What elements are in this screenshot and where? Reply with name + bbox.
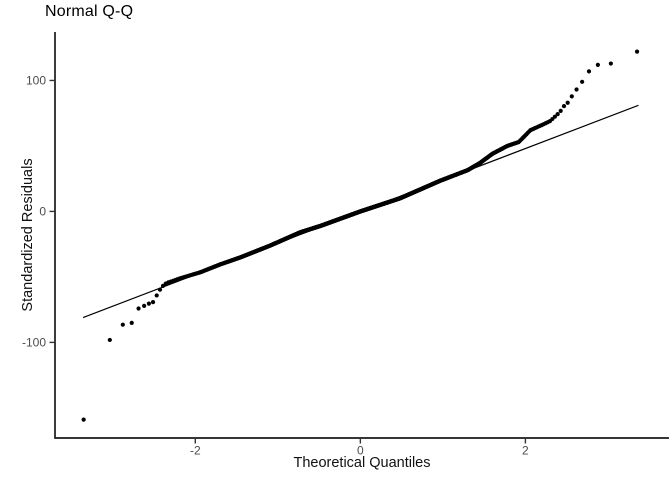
data-point — [558, 108, 563, 113]
data-point — [150, 300, 156, 305]
data-point — [580, 79, 585, 84]
data-point — [146, 301, 151, 306]
data-point — [154, 293, 159, 298]
data-point — [565, 100, 570, 105]
data-point — [608, 61, 613, 66]
x-tick-label: 2 — [522, 444, 529, 458]
data-point — [120, 322, 125, 327]
y-tick-label: 0 — [39, 204, 46, 218]
data-point — [569, 94, 574, 99]
x-axis-title: Theoretical Quantiles — [293, 455, 431, 471]
y-tick-label: -100 — [22, 335, 46, 349]
y-axis-title: Standardized Residuals — [20, 158, 36, 312]
data-point — [142, 303, 147, 308]
data-point — [107, 337, 112, 343]
data-points — [81, 49, 640, 422]
y-tick-label: 100 — [26, 73, 46, 87]
data-point — [574, 87, 579, 92]
data-point — [586, 69, 592, 74]
axis-lines — [54, 32, 669, 439]
data-point — [136, 306, 141, 311]
data-point — [552, 114, 558, 119]
data-point — [595, 62, 600, 67]
data-point — [157, 287, 163, 292]
data-point — [81, 417, 86, 422]
data-point — [555, 112, 560, 117]
x-tick-label: 0 — [357, 444, 364, 458]
data-point — [561, 103, 567, 109]
x-tick-label: -2 — [190, 444, 201, 458]
data-point — [634, 49, 640, 54]
chart-title: Normal Q-Q — [45, 3, 134, 20]
data-point — [129, 320, 134, 325]
